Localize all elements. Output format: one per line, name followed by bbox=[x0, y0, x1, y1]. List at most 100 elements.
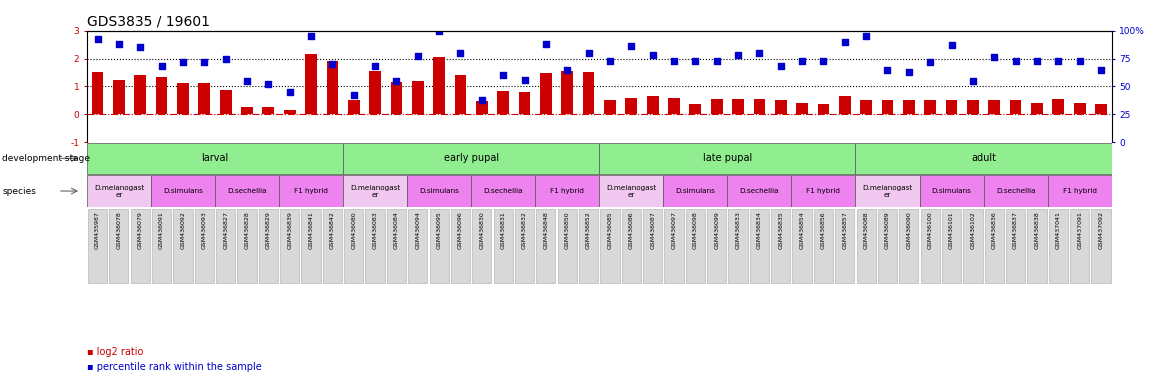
Point bbox=[174, 59, 192, 65]
FancyBboxPatch shape bbox=[131, 209, 149, 283]
FancyBboxPatch shape bbox=[558, 209, 577, 283]
FancyBboxPatch shape bbox=[258, 209, 278, 283]
FancyBboxPatch shape bbox=[408, 175, 471, 207]
FancyBboxPatch shape bbox=[749, 209, 769, 283]
Point bbox=[665, 58, 683, 64]
Point bbox=[857, 33, 875, 40]
FancyBboxPatch shape bbox=[1070, 209, 1090, 283]
Bar bbox=[838, 96, 851, 114]
Point bbox=[344, 92, 362, 98]
Text: GSM436832: GSM436832 bbox=[522, 211, 527, 249]
FancyBboxPatch shape bbox=[471, 175, 535, 207]
Point bbox=[259, 81, 278, 87]
FancyBboxPatch shape bbox=[791, 175, 856, 207]
FancyBboxPatch shape bbox=[301, 209, 321, 283]
Bar bbox=[113, 80, 125, 114]
Point bbox=[836, 39, 855, 45]
Point bbox=[963, 78, 982, 84]
Text: GSM436834: GSM436834 bbox=[757, 211, 762, 249]
Bar bbox=[732, 99, 743, 114]
Text: D.melanogast
er: D.melanogast er bbox=[350, 185, 401, 197]
Text: GSM436841: GSM436841 bbox=[308, 211, 314, 249]
Text: D.simulans: D.simulans bbox=[675, 188, 716, 194]
FancyBboxPatch shape bbox=[622, 209, 640, 283]
Point bbox=[750, 50, 769, 56]
Bar bbox=[155, 78, 168, 114]
Bar bbox=[306, 53, 317, 114]
Text: D.melanogast
er: D.melanogast er bbox=[94, 185, 144, 197]
Bar bbox=[241, 107, 252, 114]
FancyBboxPatch shape bbox=[600, 175, 664, 207]
FancyBboxPatch shape bbox=[665, 209, 683, 283]
FancyBboxPatch shape bbox=[151, 175, 215, 207]
Text: F1 hybrid: F1 hybrid bbox=[294, 188, 328, 194]
Point bbox=[921, 59, 939, 65]
Text: species: species bbox=[2, 187, 36, 195]
Text: GSM436850: GSM436850 bbox=[565, 211, 570, 249]
Text: GSM436857: GSM436857 bbox=[842, 211, 848, 249]
FancyBboxPatch shape bbox=[728, 209, 748, 283]
Text: GSM436837: GSM436837 bbox=[1013, 211, 1018, 249]
Text: GSM436856: GSM436856 bbox=[821, 211, 826, 249]
Bar bbox=[347, 100, 360, 114]
FancyBboxPatch shape bbox=[493, 209, 513, 283]
Bar bbox=[433, 57, 445, 114]
FancyBboxPatch shape bbox=[1006, 209, 1025, 283]
FancyBboxPatch shape bbox=[195, 209, 214, 283]
Text: F1 hybrid: F1 hybrid bbox=[550, 188, 585, 194]
FancyBboxPatch shape bbox=[515, 209, 534, 283]
Bar bbox=[369, 71, 381, 114]
Text: GSM437092: GSM437092 bbox=[1099, 211, 1104, 249]
Text: GSM436098: GSM436098 bbox=[692, 211, 698, 249]
Point bbox=[536, 41, 555, 47]
Point bbox=[88, 35, 107, 41]
Point bbox=[387, 78, 405, 84]
Bar bbox=[689, 104, 702, 114]
Point bbox=[1006, 58, 1025, 64]
Text: GSM436854: GSM436854 bbox=[799, 211, 805, 249]
Bar bbox=[455, 75, 467, 114]
Point bbox=[280, 89, 299, 95]
Point bbox=[1070, 58, 1089, 64]
FancyBboxPatch shape bbox=[152, 209, 171, 283]
Text: GSM436083: GSM436083 bbox=[373, 211, 378, 249]
Bar bbox=[647, 96, 659, 114]
Point bbox=[494, 72, 513, 78]
FancyBboxPatch shape bbox=[983, 175, 1048, 207]
Point bbox=[323, 61, 342, 67]
Bar bbox=[1053, 99, 1064, 114]
Point bbox=[686, 58, 704, 64]
Bar bbox=[1010, 100, 1021, 114]
Bar bbox=[625, 98, 637, 114]
FancyBboxPatch shape bbox=[963, 209, 982, 283]
Text: GSM436836: GSM436836 bbox=[991, 211, 997, 249]
FancyBboxPatch shape bbox=[1027, 209, 1047, 283]
FancyBboxPatch shape bbox=[643, 209, 662, 283]
Text: GSM436838: GSM436838 bbox=[1034, 211, 1040, 249]
FancyBboxPatch shape bbox=[1049, 209, 1068, 283]
Bar bbox=[924, 100, 936, 114]
Point bbox=[237, 78, 256, 84]
FancyBboxPatch shape bbox=[536, 209, 556, 283]
Text: GSM436102: GSM436102 bbox=[970, 211, 975, 249]
FancyBboxPatch shape bbox=[792, 209, 812, 283]
Text: GSM436089: GSM436089 bbox=[885, 211, 891, 249]
Text: GSM436100: GSM436100 bbox=[928, 211, 932, 249]
Text: D.melanogast
er: D.melanogast er bbox=[863, 185, 913, 197]
FancyBboxPatch shape bbox=[237, 209, 257, 283]
Text: D.sechellia: D.sechellia bbox=[996, 188, 1035, 194]
Point bbox=[985, 55, 1004, 61]
Text: GSM436090: GSM436090 bbox=[907, 211, 911, 249]
Point bbox=[430, 28, 448, 34]
Text: GSM436079: GSM436079 bbox=[138, 211, 142, 249]
Text: GSM436831: GSM436831 bbox=[500, 211, 506, 249]
Point bbox=[728, 52, 747, 58]
FancyBboxPatch shape bbox=[472, 209, 491, 283]
Bar bbox=[989, 100, 1001, 114]
Bar bbox=[881, 100, 893, 114]
Point bbox=[708, 58, 726, 64]
Text: GSM436080: GSM436080 bbox=[351, 211, 357, 249]
Bar bbox=[797, 103, 808, 114]
Bar bbox=[946, 100, 958, 114]
Text: GSM436086: GSM436086 bbox=[629, 211, 633, 249]
